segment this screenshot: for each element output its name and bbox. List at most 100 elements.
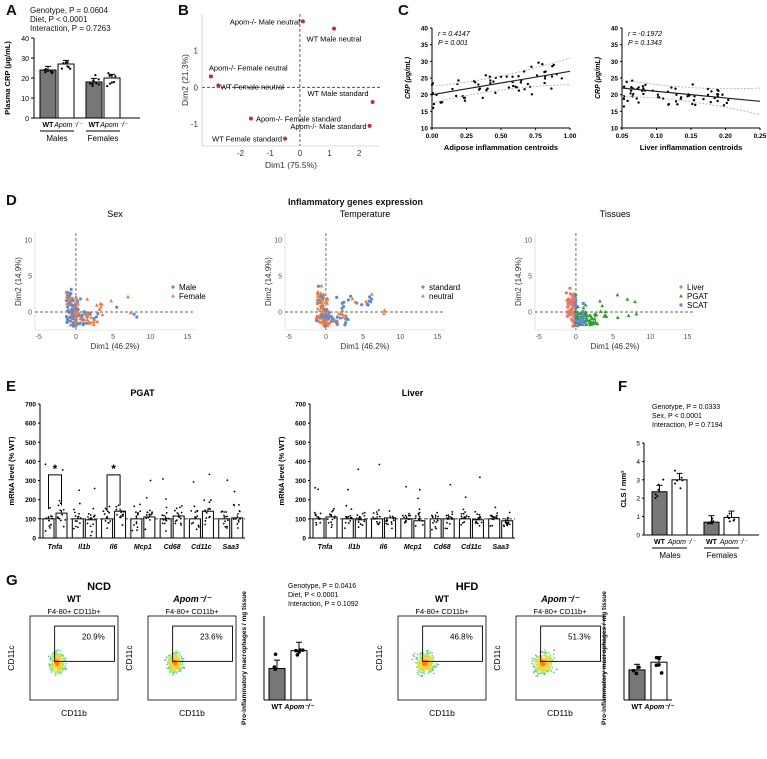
- data-point: [475, 521, 478, 524]
- flow-event: [545, 663, 548, 666]
- data-point: [492, 80, 495, 83]
- data-point: [210, 499, 212, 501]
- data-point: [165, 517, 168, 520]
- flow-event: [49, 668, 52, 670]
- data-point: [57, 504, 60, 507]
- data-point: [148, 513, 151, 516]
- flow-event: [430, 663, 433, 665]
- flow-event: [536, 662, 538, 664]
- x-axis-label: Adipose inflammation centroids: [444, 143, 558, 152]
- point-label: Apom-/- Male neutral: [230, 17, 300, 26]
- data-point: [234, 518, 237, 520]
- data-point: [447, 514, 450, 516]
- data-point: [109, 520, 112, 522]
- data-point: [418, 511, 421, 514]
- data-point: [630, 85, 633, 89]
- flow-event: [65, 668, 67, 670]
- flow-event: [169, 665, 171, 668]
- x-tick-label: Cd68: [434, 544, 451, 551]
- data-point: [385, 522, 388, 525]
- x-tick-label: WT: [272, 704, 284, 711]
- flow-event: [174, 663, 176, 665]
- x-tick-label: WT: [89, 122, 101, 129]
- flow-event: [57, 672, 59, 675]
- data-point: [60, 67, 64, 70]
- flow-event: [171, 662, 173, 665]
- pca-point: [324, 311, 328, 315]
- flow-event: [427, 653, 430, 655]
- flow-event: [536, 663, 538, 666]
- pca-point: [573, 292, 578, 296]
- data-point: [345, 516, 348, 519]
- flow-event: [177, 668, 179, 670]
- y-axis-label: Dim2 (21.3%): [180, 54, 190, 106]
- flow-event: [541, 672, 544, 674]
- x-tick-label: -2: [237, 149, 245, 158]
- flow-event: [179, 666, 181, 669]
- flow-event: [543, 669, 545, 672]
- data-point: [508, 523, 511, 526]
- flow-event: [50, 658, 52, 660]
- flow-event: [51, 663, 53, 666]
- flow-event: [175, 657, 178, 659]
- stat-line: Genotype, P = 0.0416: [288, 583, 356, 590]
- data-point: [97, 78, 100, 81]
- flow-event: [180, 669, 182, 671]
- pca-point: [84, 313, 89, 317]
- flow-event: [419, 667, 421, 670]
- data-point: [176, 512, 179, 514]
- panel-d-title: Inflammatory genes expression: [288, 197, 424, 207]
- flow-event: [55, 651, 57, 653]
- flow-event: [426, 664, 429, 666]
- flow-event: [58, 657, 60, 659]
- sig-bracket: [48, 474, 62, 510]
- bar: [723, 517, 740, 536]
- flow-event: [168, 663, 171, 665]
- data-point: [445, 514, 448, 517]
- pca-point: [325, 301, 329, 305]
- pca-point: [600, 303, 605, 308]
- pca-point: [80, 318, 85, 322]
- condition-title: NCD: [87, 581, 111, 593]
- flow-event: [546, 657, 548, 659]
- y-tick-label: -1: [191, 120, 199, 129]
- flow-event: [59, 669, 61, 671]
- data-point: [622, 105, 626, 108]
- flow-event: [545, 652, 547, 654]
- flow-event: [178, 658, 181, 660]
- data-point: [149, 519, 151, 521]
- flow-event: [59, 650, 61, 652]
- x-axis-label: Dim1 (46.2%): [341, 342, 390, 351]
- flow-event: [545, 656, 547, 659]
- data-point: [205, 517, 208, 519]
- data-point: [378, 463, 381, 466]
- data-point: [644, 83, 647, 87]
- flow-event: [51, 669, 54, 671]
- data-point: [629, 89, 633, 92]
- data-point: [359, 523, 362, 525]
- data-point: [112, 80, 116, 84]
- flow-event: [175, 666, 177, 668]
- data-point: [372, 516, 375, 519]
- flow-event: [168, 657, 170, 659]
- data-point: [726, 515, 729, 518]
- data-point: [92, 79, 95, 82]
- x-tick-label: 5: [361, 334, 365, 341]
- flow-event: [553, 649, 555, 651]
- data-point: [238, 510, 241, 513]
- pca-point: [332, 317, 337, 321]
- flow-event: [170, 667, 172, 669]
- flow-event: [175, 653, 177, 656]
- flow-event: [172, 674, 174, 676]
- flow-event: [539, 653, 541, 655]
- data-point: [357, 526, 360, 528]
- flow-event: [543, 659, 545, 661]
- flow-event: [428, 662, 430, 664]
- data-point: [120, 515, 123, 517]
- pca-point: [71, 298, 75, 302]
- gate-label: F4-80+ CD11b+: [165, 607, 219, 616]
- flow-event: [418, 656, 421, 658]
- pca-point: [64, 301, 69, 306]
- flow-event: [543, 664, 545, 666]
